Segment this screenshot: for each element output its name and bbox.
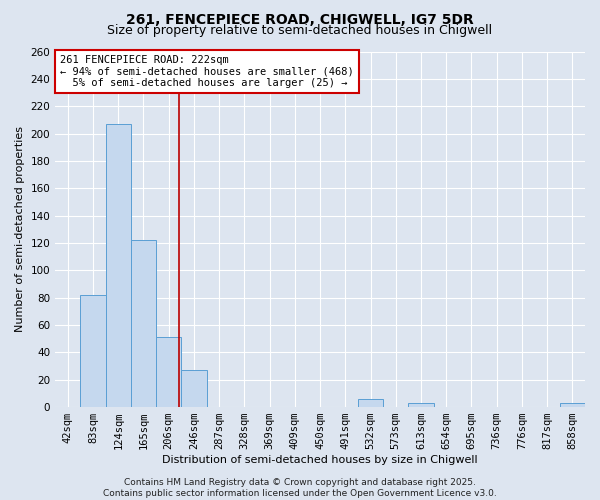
Bar [409,403,434,407]
Text: Size of property relative to semi-detached houses in Chigwell: Size of property relative to semi-detach… [107,24,493,37]
Bar [131,240,156,407]
Text: Contains HM Land Registry data © Crown copyright and database right 2025.
Contai: Contains HM Land Registry data © Crown c… [103,478,497,498]
Bar [358,399,383,407]
Bar [181,370,206,407]
Bar [156,338,181,407]
Bar [560,403,585,407]
Text: 261, FENCEPIECE ROAD, CHIGWELL, IG7 5DR: 261, FENCEPIECE ROAD, CHIGWELL, IG7 5DR [126,12,474,26]
Bar [80,295,106,407]
Bar [106,124,131,407]
Y-axis label: Number of semi-detached properties: Number of semi-detached properties [15,126,25,332]
X-axis label: Distribution of semi-detached houses by size in Chigwell: Distribution of semi-detached houses by … [162,455,478,465]
Text: 261 FENCEPIECE ROAD: 222sqm
← 94% of semi-detached houses are smaller (468)
  5%: 261 FENCEPIECE ROAD: 222sqm ← 94% of sem… [61,55,354,88]
